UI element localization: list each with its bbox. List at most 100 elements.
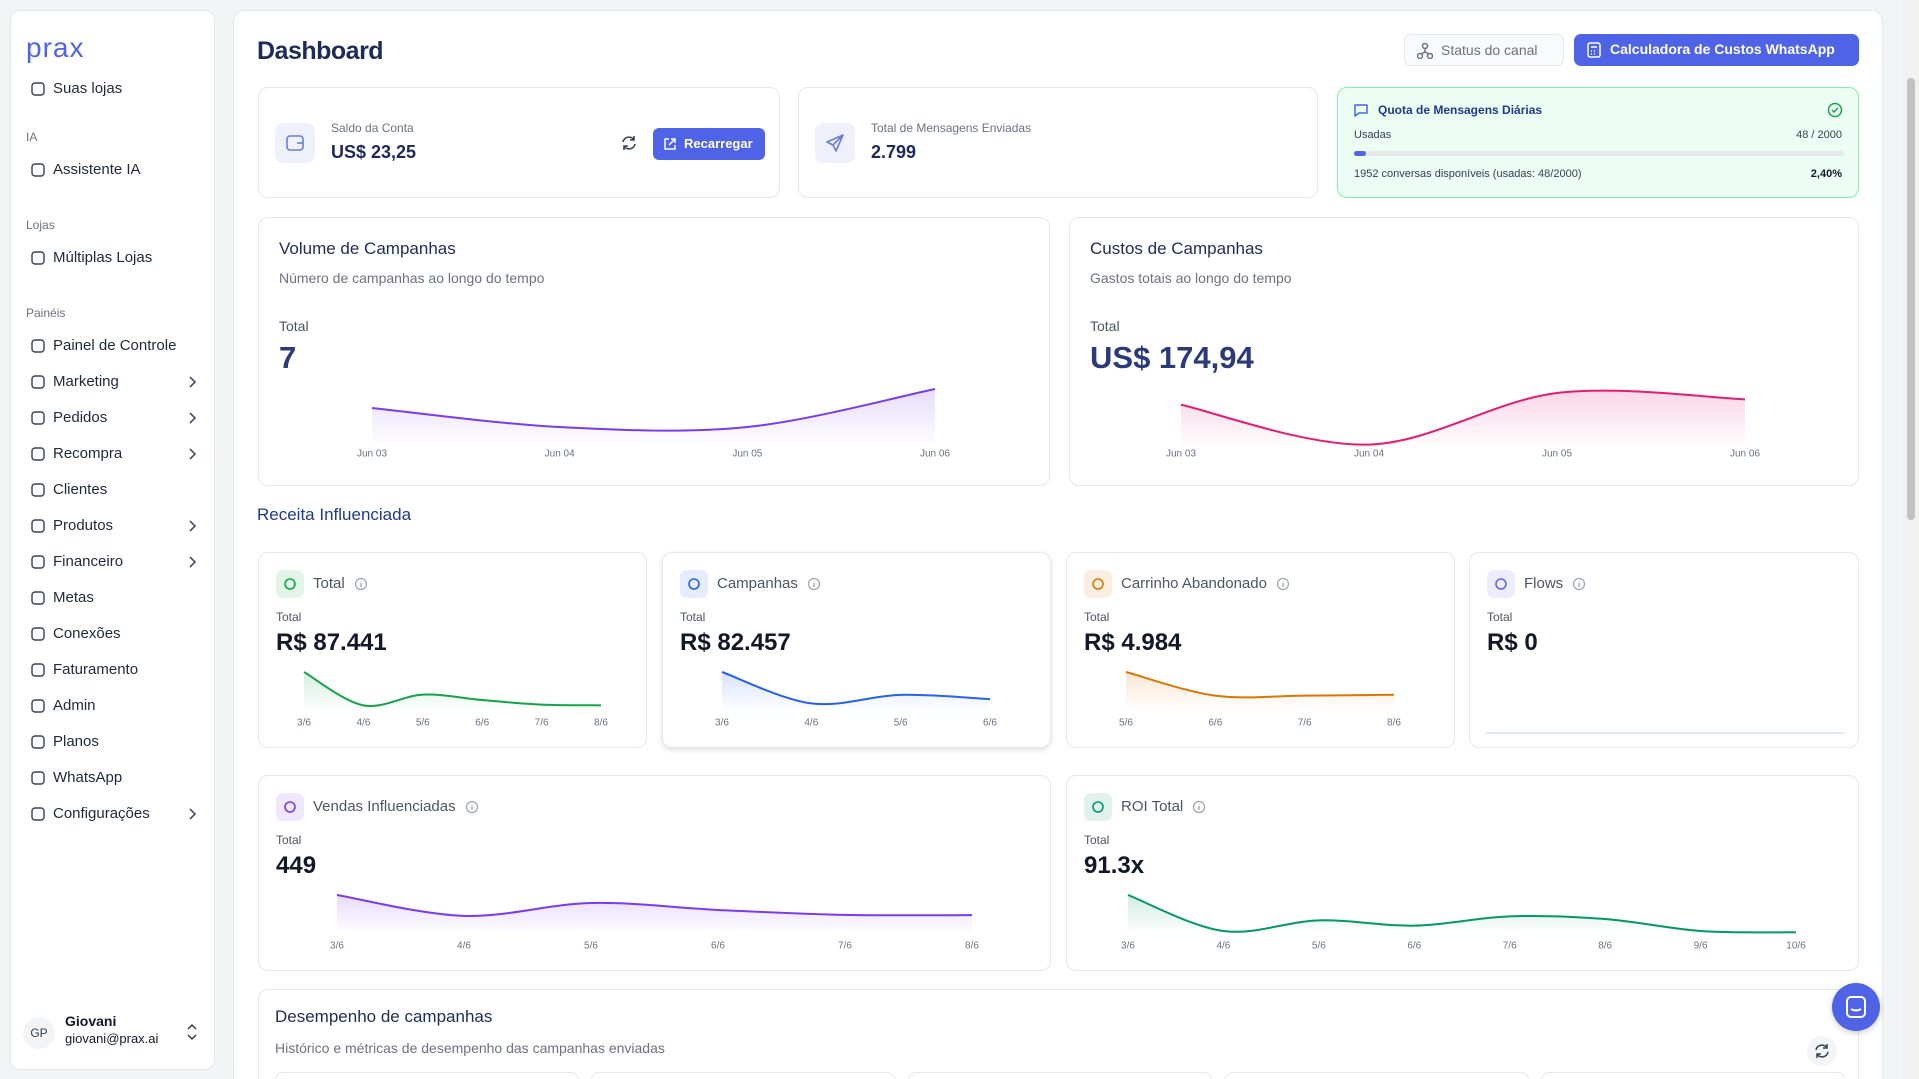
calculator-button[interactable]: Calculadora de Custos WhatsApp (1574, 34, 1859, 66)
messages-label: Total de Mensagens Enviadas (871, 121, 1032, 135)
x-tick-label: 4/6 (1216, 941, 1230, 952)
metric-icon (680, 570, 708, 598)
line (371, 388, 936, 432)
nav-icon-shape (31, 483, 45, 497)
nav-label: Marketing (53, 373, 119, 390)
total-label: Total (1090, 318, 1120, 334)
nav-icon-shape (31, 82, 45, 96)
x-tick-label: 7/6 (1503, 941, 1517, 952)
sparkline: Jun 03 Jun 04 Jun 05 Jun 06 (1166, 389, 1760, 460)
total-label: Total (279, 318, 309, 334)
nav-item[interactable]: Planos (21, 728, 206, 756)
icon-bg (1084, 570, 1112, 598)
logo[interactable]: prax (26, 32, 85, 63)
recharge-button[interactable]: Recarregar (653, 128, 765, 160)
icon-dot (688, 578, 700, 590)
nav-item[interactable]: Painel de Controle (21, 332, 206, 360)
area (1181, 390, 1745, 450)
chevron (189, 412, 197, 424)
scroll-thumb[interactable] (1907, 78, 1915, 520)
balance-value: US$ 23,25 (331, 142, 417, 162)
icon-dot (1092, 801, 1104, 813)
nav-label: Assistente IA (53, 161, 141, 178)
icon-dot (284, 578, 296, 590)
refresh-button[interactable] (1807, 1036, 1837, 1066)
nav-item[interactable]: Produtos (21, 512, 206, 540)
balance-label: Saldo da Conta (331, 121, 414, 135)
nav-item[interactable]: Clientes (21, 476, 206, 504)
info-icon[interactable] (465, 800, 479, 814)
nav-icon-shape (31, 591, 45, 605)
nav-item[interactable]: Conexões (21, 620, 206, 648)
chat-button[interactable] (1832, 983, 1880, 1031)
nav-icon (31, 163, 45, 177)
user-name: Giovani (65, 1013, 117, 1029)
nav-item[interactable]: Financeiro (21, 548, 206, 576)
quota-title: Quota de Mensagens Diárias (1378, 103, 1543, 117)
nav-item[interactable]: Faturamento (21, 656, 206, 684)
nav-item[interactable]: Pedidos (21, 404, 206, 432)
area (372, 389, 935, 446)
nav-icon (31, 807, 45, 821)
metric-title: Total (313, 575, 345, 592)
nav-item[interactable]: Metas (21, 584, 206, 612)
info-icon[interactable] (1572, 577, 1586, 591)
chevron-shape (189, 376, 197, 388)
nav-heading: Lojas (26, 218, 55, 232)
nav-item[interactable]: Assistente IA (21, 156, 206, 184)
info-icon[interactable] (354, 577, 368, 591)
x-tick-label: Jun 05 (1542, 449, 1572, 460)
performance-card: Desempenho de campanhas Histórico e métr… (258, 989, 1859, 1079)
x-tick-label: 5/6 (416, 718, 430, 729)
nav-icon-shape (31, 735, 45, 749)
sparkline: 3/6 4/6 5/6 6/6 (715, 671, 997, 729)
x-tick-label: 3/6 (1121, 941, 1135, 952)
refresh-icon[interactable] (620, 134, 638, 152)
nav-icon (31, 663, 45, 677)
total-value: R$ 82.457 (680, 629, 791, 656)
info-circle (354, 577, 367, 591)
nav-item[interactable]: Marketing (21, 368, 206, 396)
nav-icon-shape (31, 663, 45, 677)
wallet-icon (275, 123, 315, 163)
info-icon[interactable] (1276, 577, 1290, 591)
chevron-shape (189, 808, 197, 820)
chevron (189, 448, 197, 460)
nav-label: Configurações (53, 805, 150, 822)
x-tick-label: Jun 06 (920, 449, 950, 460)
total-label: Total (276, 610, 302, 624)
x-tick-label: 9/6 (1694, 941, 1708, 952)
nav-item[interactable]: Configurações (21, 800, 206, 828)
nav-label: Recompra (53, 445, 123, 462)
total-label: Total (1084, 610, 1110, 624)
nav-item[interactable]: WhatsApp (21, 764, 206, 792)
nav-item[interactable]: Suas lojas (21, 75, 206, 103)
chevron-shape (189, 412, 197, 424)
info-circle (1276, 577, 1290, 591)
nav-icon (31, 591, 45, 605)
quota-note: 1952 conversas disponíveis (usadas: 48/2… (1354, 168, 1582, 180)
metric-header: Campanhas (680, 570, 821, 598)
info-icon[interactable] (1192, 800, 1206, 814)
metric-header: Total (276, 570, 368, 598)
info-circle (465, 800, 478, 814)
total-label: Total (1084, 833, 1110, 847)
nav-icon-shape (31, 375, 45, 389)
chart-subtitle: Número de campanhas ao longo do tempo (279, 270, 545, 286)
icon-dot (1495, 578, 1507, 590)
total-value: R$ 87.441 (276, 629, 387, 656)
user-email: giovani@prax.ai (65, 1031, 159, 1046)
sparkline: 3/6 4/6 5/6 6/6 7/6 8/6 9/6 10/6 (1121, 894, 1806, 952)
icon-dot (284, 801, 296, 813)
nav-item[interactable]: Múltiplas Lojas (21, 244, 206, 272)
metric-title: Carrinho Abandonado (1121, 575, 1267, 592)
nav-icon-shape (31, 699, 45, 713)
status-button[interactable]: Status do canal (1404, 34, 1564, 66)
scrollbar[interactable] (1903, 0, 1919, 1079)
total-label: Total (276, 833, 302, 847)
nav-item[interactable]: Recompra (21, 440, 206, 468)
x-tick-label: 3/6 (330, 941, 344, 952)
info-icon[interactable] (807, 577, 821, 591)
nav-icon-shape (31, 555, 45, 569)
nav-item[interactable]: Admin (21, 692, 206, 720)
